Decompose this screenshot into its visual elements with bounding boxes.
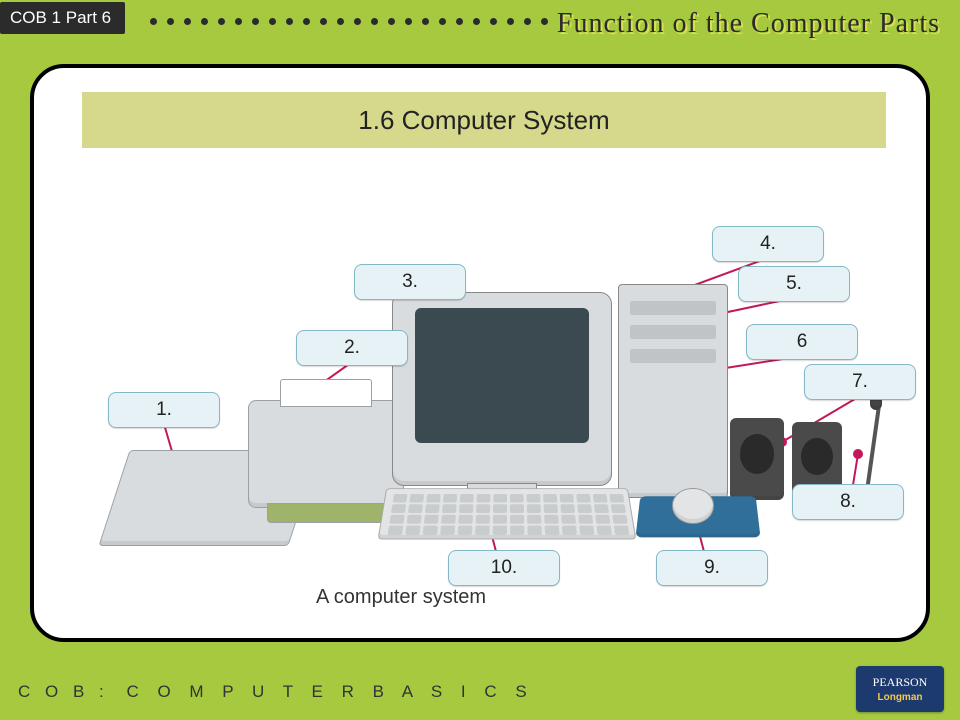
footer: C O B : C O M P U T E R B A S I C S PEAR… xyxy=(0,664,960,720)
diagram: A computer system 1. 2. 3. 4. 5. 6 7. 8. 9. 10. xyxy=(52,174,916,630)
label-8: 8. xyxy=(792,484,904,520)
mouse-icon xyxy=(672,488,714,524)
logo-line2: Longman xyxy=(878,692,923,703)
header-dot xyxy=(371,18,378,25)
header-dot xyxy=(303,18,310,25)
header-dot xyxy=(218,18,225,25)
speaker-icon xyxy=(730,418,784,500)
header-dot xyxy=(524,18,531,25)
header-dot xyxy=(320,18,327,25)
footer-text: C O B : C O M P U T E R B A S I C S xyxy=(18,682,534,702)
header: COB 1 Part 6 Function of the Computer Pa… xyxy=(0,0,960,56)
header-dot xyxy=(184,18,191,25)
header-dot xyxy=(439,18,446,25)
section-title: 1.6 Computer System xyxy=(82,92,886,148)
header-dot xyxy=(252,18,259,25)
header-dot xyxy=(150,18,157,25)
publisher-logo: PEARSON Longman xyxy=(856,666,944,712)
diagram-caption: A computer system xyxy=(316,586,486,609)
keyboard-icon xyxy=(378,488,637,539)
header-dot xyxy=(405,18,412,25)
header-dot xyxy=(473,18,480,25)
header-dot xyxy=(490,18,497,25)
footer-main: C O M P U T E R B A S I C S xyxy=(126,682,533,701)
footer-prefix: C O B : xyxy=(18,682,109,701)
header-dot xyxy=(422,18,429,25)
label-5: 5. xyxy=(738,266,850,302)
header-dot xyxy=(235,18,242,25)
page-title: Function of the Computer Parts xyxy=(557,8,940,40)
label-3: 3. xyxy=(354,264,466,300)
label-6: 6 xyxy=(746,324,858,360)
header-dot xyxy=(388,18,395,25)
label-1: 1. xyxy=(108,392,220,428)
logo-line1: PEARSON xyxy=(873,675,928,690)
header-dot xyxy=(337,18,344,25)
label-4: 4. xyxy=(712,226,824,262)
label-9: 9. xyxy=(656,550,768,586)
printer-icon xyxy=(248,400,404,508)
label-7: 7. xyxy=(804,364,916,400)
label-10: 10. xyxy=(448,550,560,586)
header-dot xyxy=(541,18,548,25)
header-dot xyxy=(354,18,361,25)
monitor-icon xyxy=(392,292,612,486)
header-dot xyxy=(286,18,293,25)
label-2: 2. xyxy=(296,330,408,366)
header-dot xyxy=(507,18,514,25)
header-dot xyxy=(201,18,208,25)
content-card: 1.6 Computer System A computer system 1. 2… xyxy=(30,64,930,642)
header-dots xyxy=(150,18,548,25)
header-dot xyxy=(167,18,174,25)
tower-icon xyxy=(618,284,728,498)
header-dot xyxy=(269,18,276,25)
header-tab: COB 1 Part 6 xyxy=(0,2,125,34)
slide: COB 1 Part 6 Function of the Computer Pa… xyxy=(0,0,960,720)
header-dot xyxy=(456,18,463,25)
